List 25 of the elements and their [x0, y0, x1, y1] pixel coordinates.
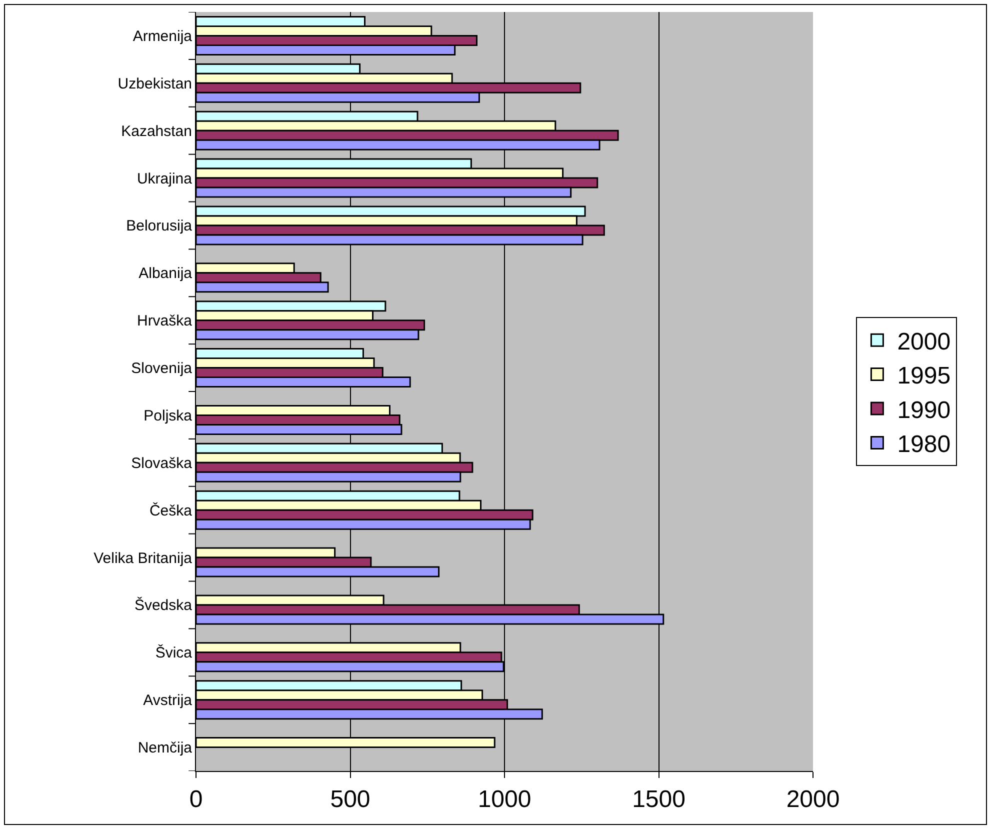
y-tick-label: Velika Britanija: [94, 550, 193, 567]
y-tick-label: Belorusija: [126, 218, 193, 235]
y-tick-label: Armenija: [132, 28, 193, 45]
y-tick-label: Avstrija: [143, 692, 193, 710]
y-tick-label: Uzbekistan: [118, 75, 192, 92]
y-tick-label: Kazahstan: [121, 122, 192, 140]
x-tick-label: 1000: [478, 786, 532, 813]
x-tick-label: 1500: [632, 786, 686, 813]
legend-label: 1980: [897, 431, 951, 458]
x-tick-label: 2000: [786, 786, 840, 813]
y-tick-label: Ukrajina: [136, 170, 193, 188]
y-tick-label: Albanija: [138, 265, 193, 282]
y-tick-label: Švica: [155, 644, 193, 662]
x-tick-label: 500: [330, 786, 370, 813]
y-tick-label: Češka: [149, 501, 193, 520]
y-tick-label: Nemčija: [138, 740, 193, 757]
y-tick-label: Švedska: [134, 596, 193, 614]
legend-label: 1990: [897, 396, 951, 424]
x-tick-label: 0: [189, 786, 203, 813]
legend-label: 1995: [897, 362, 951, 390]
y-tick-label: Slovaška: [131, 454, 193, 472]
legend-label: 2000: [897, 328, 951, 356]
y-tick-label: Poljska: [144, 407, 193, 424]
y-tick-label: Hrvaška: [136, 312, 193, 330]
y-tick-label: Slovenija: [131, 360, 193, 378]
